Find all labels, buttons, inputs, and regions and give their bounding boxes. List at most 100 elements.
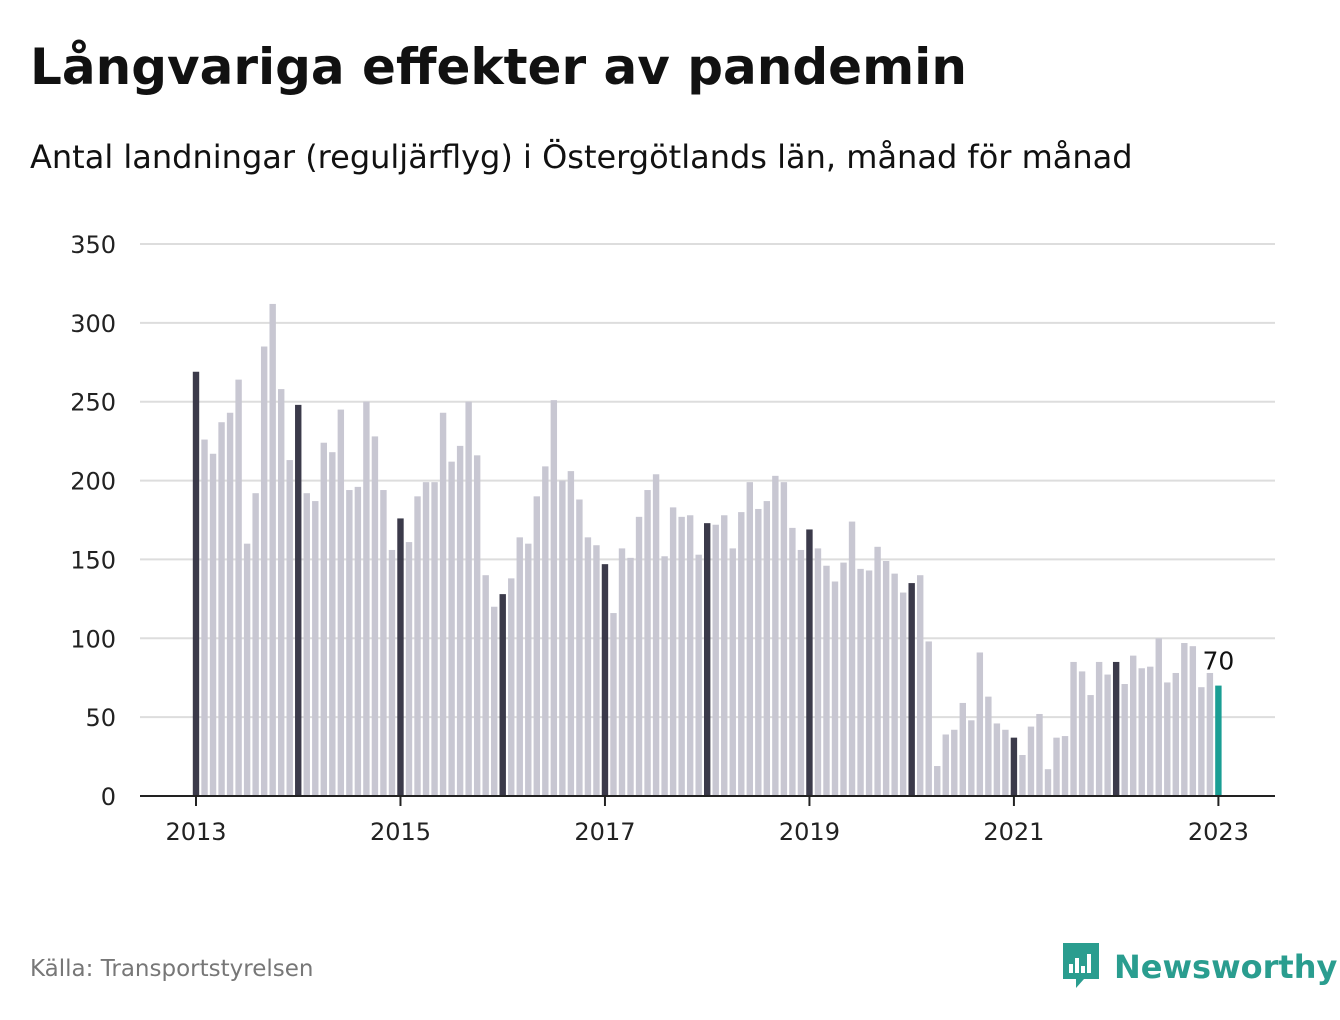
bar: [1121, 684, 1128, 796]
bar: [1147, 666, 1154, 796]
bar: [1002, 729, 1009, 796]
bar: [951, 729, 958, 796]
bar: [1061, 736, 1069, 796]
brand-logo[interactable]: Newsworthy: [1060, 940, 1337, 994]
bar: [1155, 638, 1162, 796]
bar: [482, 575, 489, 796]
bar: [763, 501, 771, 796]
x-tick-label: 2017: [574, 818, 635, 846]
brand-name: Newsworthy: [1114, 948, 1338, 986]
bar: [789, 527, 796, 796]
bar: [516, 537, 523, 796]
bar: [704, 523, 711, 796]
bar: [738, 512, 745, 796]
bar: [243, 543, 251, 796]
bar: [917, 575, 924, 796]
bar: [644, 490, 651, 796]
bar: [414, 496, 421, 796]
x-tick-label: 2019: [779, 818, 840, 846]
bar: [755, 508, 762, 796]
bar: [422, 482, 430, 796]
bar: [337, 409, 345, 796]
bar: [780, 482, 788, 796]
bar: [465, 401, 472, 796]
bar: [226, 412, 234, 796]
bar: [491, 606, 498, 796]
bar: [1095, 661, 1103, 796]
bar: [584, 537, 592, 796]
bar: [993, 723, 1001, 796]
bar: [899, 592, 907, 796]
bar: [269, 303, 276, 796]
bar: [329, 452, 336, 796]
y-tick-label: 100: [70, 625, 116, 653]
x-tick-label: 2013: [165, 818, 226, 846]
y-tick-label: 300: [70, 310, 116, 338]
bar: [1087, 695, 1094, 796]
bar: [286, 460, 293, 796]
bar: [661, 556, 668, 796]
bar: [1104, 674, 1111, 796]
bar: [1027, 726, 1035, 796]
bar: [1112, 661, 1120, 796]
bar: [1130, 655, 1137, 796]
y-tick-label: 50: [85, 704, 116, 732]
bar: [823, 565, 830, 796]
bar: [1189, 646, 1197, 796]
bar: [559, 480, 566, 796]
bar: [806, 529, 813, 796]
bar: [448, 461, 455, 796]
bar: [260, 346, 268, 796]
bar: [652, 474, 660, 796]
bar: [1181, 643, 1188, 796]
x-tick-label: 2021: [983, 818, 1044, 846]
bar: [312, 501, 319, 796]
bar-chart-speech-icon: [1060, 940, 1102, 994]
bar: [857, 568, 864, 796]
bar: [797, 549, 805, 796]
bar: [1036, 713, 1043, 796]
bar: [235, 379, 242, 796]
bar: [525, 543, 532, 796]
bar: [772, 475, 779, 796]
bar: [533, 496, 540, 796]
bar: [959, 702, 966, 796]
bar: [908, 583, 915, 796]
bar: [508, 578, 515, 796]
bar: [968, 720, 975, 796]
bar: [576, 499, 583, 796]
chart-title: Långvariga effekter av pandemin: [30, 38, 967, 96]
bar: [439, 412, 447, 796]
bar: [380, 490, 387, 796]
bar: [1138, 668, 1145, 796]
bar: [363, 401, 370, 796]
bar: [1206, 672, 1214, 796]
bar: [934, 766, 941, 796]
bar: [431, 482, 438, 796]
bar: [610, 613, 617, 796]
bar: [354, 486, 362, 796]
bar: [295, 404, 302, 796]
bar: [882, 561, 890, 796]
bar: [746, 482, 753, 796]
bar-chart: 0 50 100 150 200 250 300 350 2013 2015 2017 2019 202…: [70, 231, 1275, 846]
y-tick-label: 150: [70, 546, 116, 574]
bar: [567, 471, 575, 796]
bar: [1010, 737, 1018, 796]
bar: [1019, 754, 1026, 796]
bar: [371, 436, 379, 796]
bar: [1053, 737, 1060, 796]
bar: [405, 542, 413, 796]
chart-subtitle: Antal landningar (reguljärflyg) i Österg…: [30, 138, 1133, 176]
bar: [848, 521, 856, 796]
bar: [218, 422, 225, 796]
bar: [976, 652, 984, 796]
x-tick-label: 2015: [370, 818, 431, 846]
bar: [346, 490, 353, 796]
bar: [814, 548, 822, 796]
bar: [601, 564, 609, 796]
bar: [499, 594, 506, 796]
bar: [252, 493, 259, 796]
bar: [1215, 685, 1222, 796]
bar: [678, 516, 685, 796]
